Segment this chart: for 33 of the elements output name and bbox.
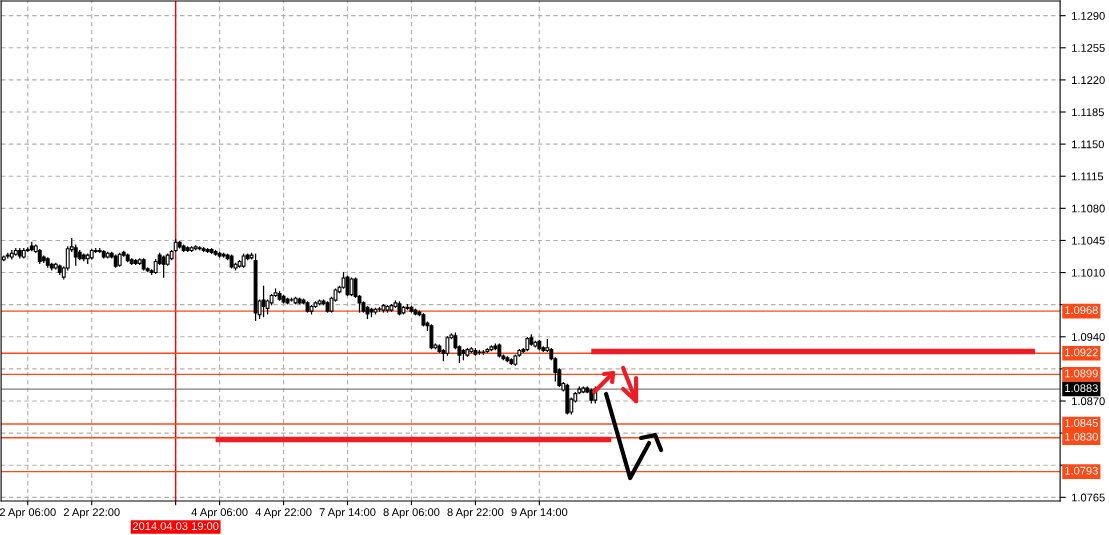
y-tick-label: 1.0940 [1072, 333, 1105, 341]
candlestick [73, 244, 78, 266]
ref-line-label: 1.0968 [1065, 306, 1098, 315]
x-tick-label: 4 Apr 06:00 [191, 508, 248, 519]
y-tick-label: 1.1220 [1072, 76, 1105, 85]
x-tick-label: 2 Apr 06:00 [0, 508, 56, 519]
y-tick-label: 1.1115 [1072, 172, 1104, 181]
ref-line-label: 1.0899 [1065, 369, 1098, 378]
candlestick [261, 285, 266, 318]
ref-line-label: 1.0883 [1065, 384, 1098, 393]
x-tick-label: 8 Apr 22:00 [447, 508, 504, 519]
x-tick-label: 4 Apr 22:00 [255, 508, 312, 519]
x-tick-label: 2 Apr 22:00 [63, 508, 120, 519]
ref-line-label: 1.0793 [1065, 466, 1098, 475]
ref-line-label: 1.0830 [1065, 432, 1098, 441]
y-tick-label: 1.1010 [1072, 268, 1105, 277]
x-tick-label: 2014.04.03 19:00 [132, 522, 219, 530]
y-tick-label: 1.1045 [1072, 236, 1105, 245]
candlestick [161, 255, 166, 278]
x-tick-label: 7 Apr 14:00 [319, 508, 376, 519]
ref-line-label: 1.0922 [1065, 348, 1098, 357]
y-tick-label: 1.1080 [1072, 204, 1105, 213]
ref-line-label: 1.0845 [1065, 419, 1098, 427]
y-tick-label: 1.0870 [1072, 397, 1105, 406]
x-tick-label: 9 Apr 14:00 [511, 508, 568, 519]
candlestick [345, 275, 350, 297]
y-tick-label: 1.1185 [1072, 108, 1104, 117]
y-tick-label: 1.0765 [1072, 493, 1105, 502]
y-tick-label: 1.1290 [1072, 11, 1105, 20]
x-tick-label: 8 Apr 06:00 [383, 508, 440, 519]
candlestick [429, 324, 434, 350]
y-tick-label: 1.1255 [1072, 44, 1105, 52]
y-tick-label: 1.1150 [1072, 140, 1104, 149]
